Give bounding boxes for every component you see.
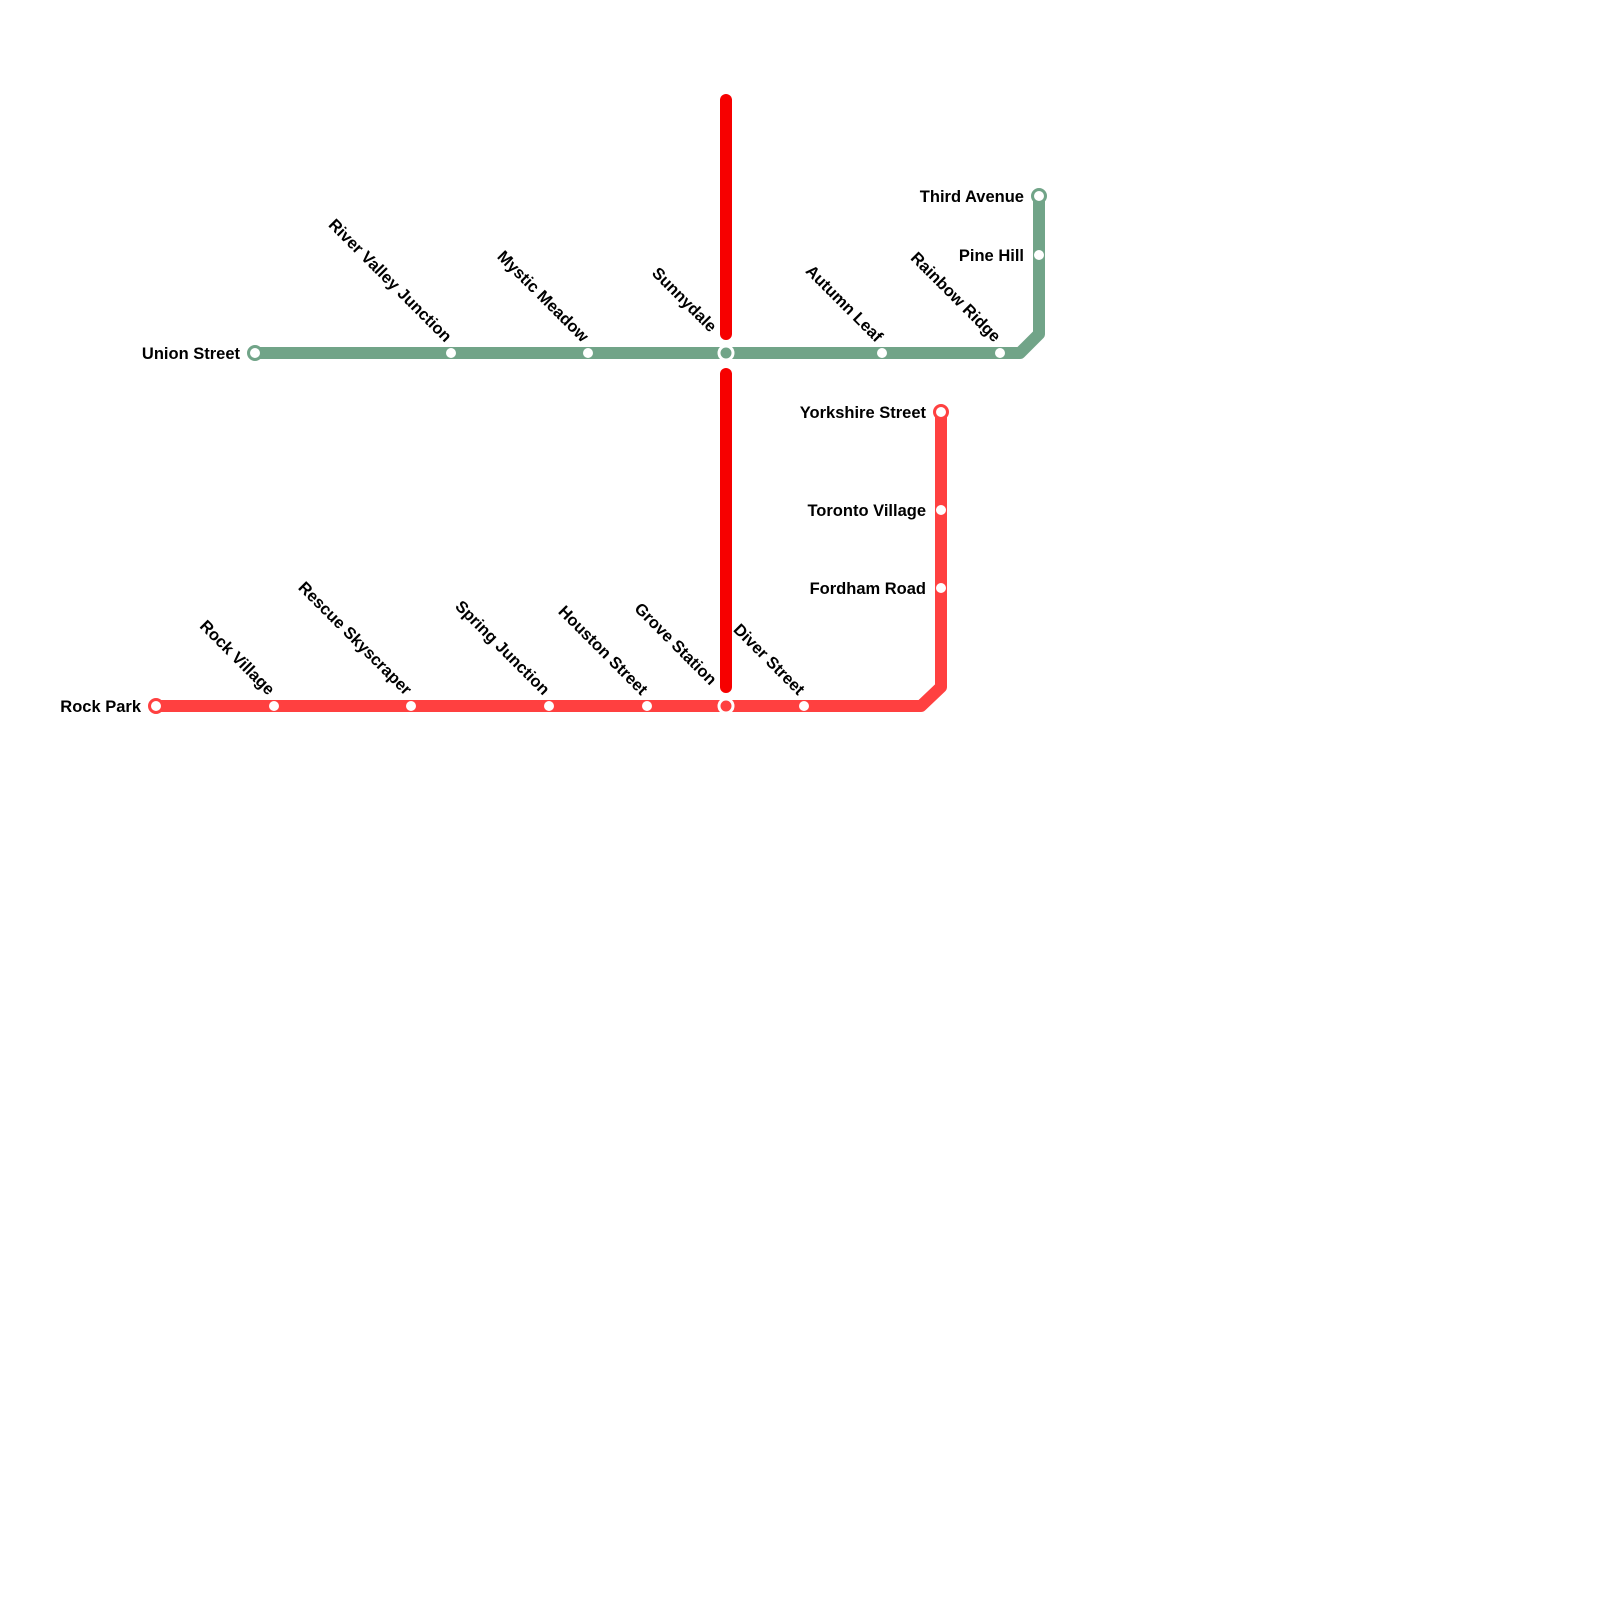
station-dot	[877, 348, 887, 358]
station-label: River Valley Junction	[325, 216, 455, 346]
station-toronto-village[interactable]: Toronto Village	[807, 502, 946, 520]
station-label: Mystic Meadow	[494, 248, 592, 346]
station-label: Rock Park	[60, 698, 142, 716]
station-label: Toronto Village	[807, 502, 926, 520]
station-label: Spring Junction	[451, 597, 553, 699]
station-rescue-skyscraper[interactable]: Rescue Skyscraper	[294, 578, 416, 711]
station-dot	[936, 583, 946, 593]
station-label: Rock Village	[196, 617, 278, 699]
station-marker[interactable]	[717, 697, 735, 715]
station-dot	[152, 702, 160, 710]
station-label: Sunnydale	[648, 264, 720, 336]
station-third-avenue[interactable]: Third Avenue	[920, 188, 1047, 206]
station-dot	[544, 701, 554, 711]
station-dot	[269, 701, 279, 711]
station-dot	[799, 701, 809, 711]
station-rock-village[interactable]: Rock Village	[196, 617, 279, 711]
station-dot	[1034, 250, 1044, 260]
station-marker[interactable]	[717, 344, 735, 362]
green-line	[249, 190, 1045, 359]
station-dot	[583, 348, 593, 358]
station-label: Diver Street	[730, 621, 809, 700]
station-dot	[936, 505, 946, 515]
station-spring-junction[interactable]: Spring Junction	[451, 597, 554, 711]
station-dot	[446, 348, 456, 358]
station-dot	[995, 348, 1005, 358]
station-grove-station[interactable]: Grove Station	[631, 600, 735, 715]
red-line	[150, 406, 947, 712]
station-autumn-leaf[interactable]: Autumn Leaf	[802, 262, 887, 358]
station-dot	[937, 408, 945, 416]
station-mystic-meadow[interactable]: Mystic Meadow	[494, 248, 593, 358]
station-diver-street[interactable]: Diver Street	[730, 621, 809, 711]
station-label: Yorkshire Street	[800, 404, 927, 422]
station-label: Autumn Leaf	[802, 262, 886, 346]
station-pine-hill[interactable]: Pine Hill	[959, 247, 1044, 265]
station-dot	[406, 701, 416, 711]
station-dot	[1035, 192, 1043, 200]
station-label: Pine Hill	[959, 247, 1024, 265]
station-dot	[251, 349, 259, 357]
station-label: Fordham Road	[810, 580, 926, 598]
station-label: Grove Station	[631, 600, 720, 689]
station-label: Third Avenue	[920, 188, 1024, 206]
station-rock-park[interactable]: Rock Park	[60, 698, 164, 716]
station-dot	[642, 701, 652, 711]
station-fordham-road[interactable]: Fordham Road	[810, 580, 946, 598]
station-union-street[interactable]: Union Street	[142, 345, 263, 363]
station-label: Rescue Skyscraper	[294, 578, 415, 699]
station-yorkshire-street[interactable]: Yorkshire Street	[800, 404, 949, 422]
station-river-valley-junction[interactable]: River Valley Junction	[325, 216, 456, 358]
station-rainbow-ridge[interactable]: Rainbow Ridge	[907, 249, 1005, 358]
station-label: Union Street	[142, 345, 241, 363]
